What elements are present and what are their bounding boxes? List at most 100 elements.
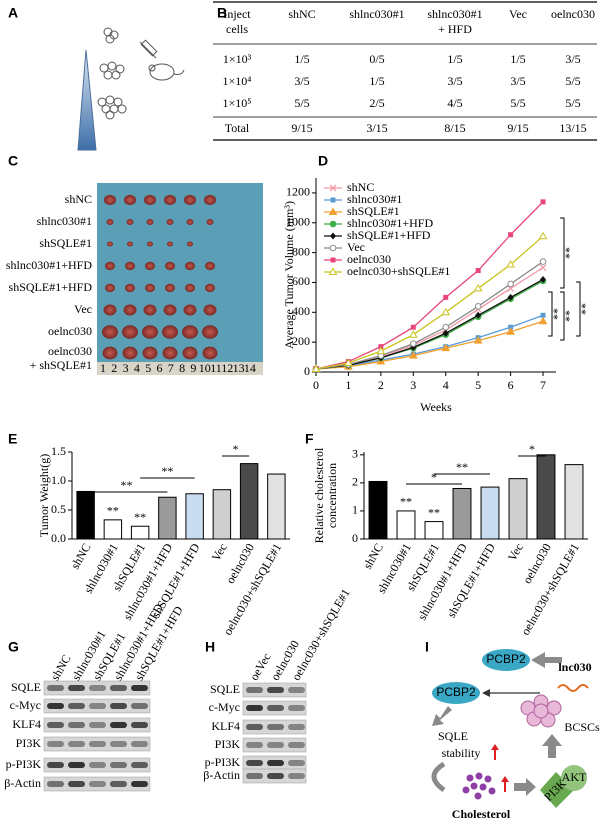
tumor <box>205 283 215 293</box>
significance-label: ** <box>550 308 564 320</box>
bar <box>452 487 472 540</box>
series-line <box>315 201 544 370</box>
panel-label: H <box>205 639 215 655</box>
data-point <box>474 303 482 310</box>
blot-band <box>68 762 85 768</box>
lnc-rna-shape <box>557 684 589 692</box>
blot-band <box>89 762 106 768</box>
table-header: Inject <box>223 7 251 21</box>
table-cell: 1×10⁵ <box>223 96 252 110</box>
pi3k-shape <box>540 772 574 808</box>
blot-band <box>267 760 284 766</box>
table-cell: 2/5 <box>369 96 384 110</box>
panel-label: E <box>8 431 17 447</box>
tumor <box>104 194 116 206</box>
blot-band <box>68 741 85 747</box>
data-point <box>473 336 483 344</box>
diagram-label: Cholesterol <box>452 807 511 821</box>
legend-marker <box>329 244 337 252</box>
x-tick-label: Vec <box>505 541 526 564</box>
blot-band <box>131 685 148 691</box>
data-point <box>506 260 515 268</box>
tumor <box>186 219 194 225</box>
table-header: shlnc030#1 <box>349 7 404 21</box>
y-tick-label: 600 <box>292 274 310 288</box>
data-point <box>409 340 417 347</box>
x-tick-label: oelnc030+shSQLE#1 <box>518 541 582 638</box>
blot-band <box>68 781 85 787</box>
photo-row-label: oelnc030 <box>48 344 92 358</box>
data-point <box>507 280 514 288</box>
legend-label: oelnc030 <box>347 252 391 266</box>
ruler-number: 1 <box>100 361 106 375</box>
bar <box>424 521 444 540</box>
blot-band <box>89 722 106 728</box>
diagram-label: lnc030 <box>558 660 591 674</box>
tumor <box>182 325 198 339</box>
table-cell: 5/5 <box>565 96 580 110</box>
data-point <box>408 351 418 359</box>
table-cell: 5/5 <box>565 74 580 88</box>
data-point <box>408 330 418 338</box>
significance-bracket <box>548 291 553 337</box>
data-point <box>441 307 451 316</box>
blot-band <box>288 687 305 693</box>
blot-band <box>246 705 263 711</box>
series-line <box>315 261 544 370</box>
y-tick-label: 1200 <box>286 185 310 199</box>
table-header: Vec <box>509 7 527 21</box>
table-header: shNC <box>288 7 315 21</box>
legend-label: shlnc030#1 <box>347 192 402 206</box>
photo-row-label: shlnc030#1+HFD <box>6 258 92 272</box>
blot-band <box>68 722 85 728</box>
data-point <box>538 231 548 240</box>
tumor <box>142 346 158 360</box>
x-tick-label: 6 <box>508 378 514 392</box>
ruler-number: 14 <box>244 361 256 375</box>
tumor <box>102 325 118 339</box>
blot-row-label: β-Actin <box>203 768 240 782</box>
blot-band <box>89 685 106 691</box>
y-tick-label: 0.5 <box>51 502 66 516</box>
arrow-head <box>501 776 509 782</box>
blot-row-label: PI3K <box>215 737 241 751</box>
diagram-label: SQLE <box>438 729 468 743</box>
arrow-head <box>482 689 490 697</box>
y-tick-label: 2 <box>352 475 358 489</box>
blot-band <box>246 687 263 693</box>
blot-band <box>246 724 263 730</box>
blot-row-label: PI3K <box>16 736 42 750</box>
table-cell: 1×10³ <box>223 52 252 66</box>
legend-marker <box>330 232 336 240</box>
tumor <box>185 261 195 271</box>
table-header: + HFD <box>438 22 472 36</box>
x-tick-label: 4 <box>443 378 449 392</box>
significance-label: ** <box>121 478 133 492</box>
ruler-number: 3 <box>123 361 129 375</box>
arrow-head <box>491 744 499 750</box>
table-header: shlnc030#1 <box>427 7 482 21</box>
blot-band <box>267 724 284 730</box>
blot-band <box>131 781 148 787</box>
blot-strip <box>43 717 151 733</box>
arrow <box>432 706 452 726</box>
blot-column-label: oelnc030+shSQLE#1 <box>289 586 353 683</box>
tumor <box>142 325 158 339</box>
cells-medium <box>99 61 125 80</box>
blot-strip <box>43 698 151 714</box>
pcbp2-bottom-shape <box>432 682 480 704</box>
cells-small <box>103 27 119 44</box>
blot-band <box>246 742 263 748</box>
ruler-number: 11 <box>210 361 222 375</box>
tumor <box>106 219 114 225</box>
significance-bracket <box>560 291 565 341</box>
tumor <box>122 346 138 360</box>
data-point <box>443 294 449 300</box>
panel-label: B <box>217 5 227 21</box>
x-tick-label: 1 <box>345 378 351 392</box>
blot-band <box>89 781 106 787</box>
tumor <box>102 346 118 360</box>
table-header: cells <box>226 22 248 36</box>
ruler-number: 8 <box>179 361 185 375</box>
blot-row-label: p-PI3K <box>6 757 42 771</box>
